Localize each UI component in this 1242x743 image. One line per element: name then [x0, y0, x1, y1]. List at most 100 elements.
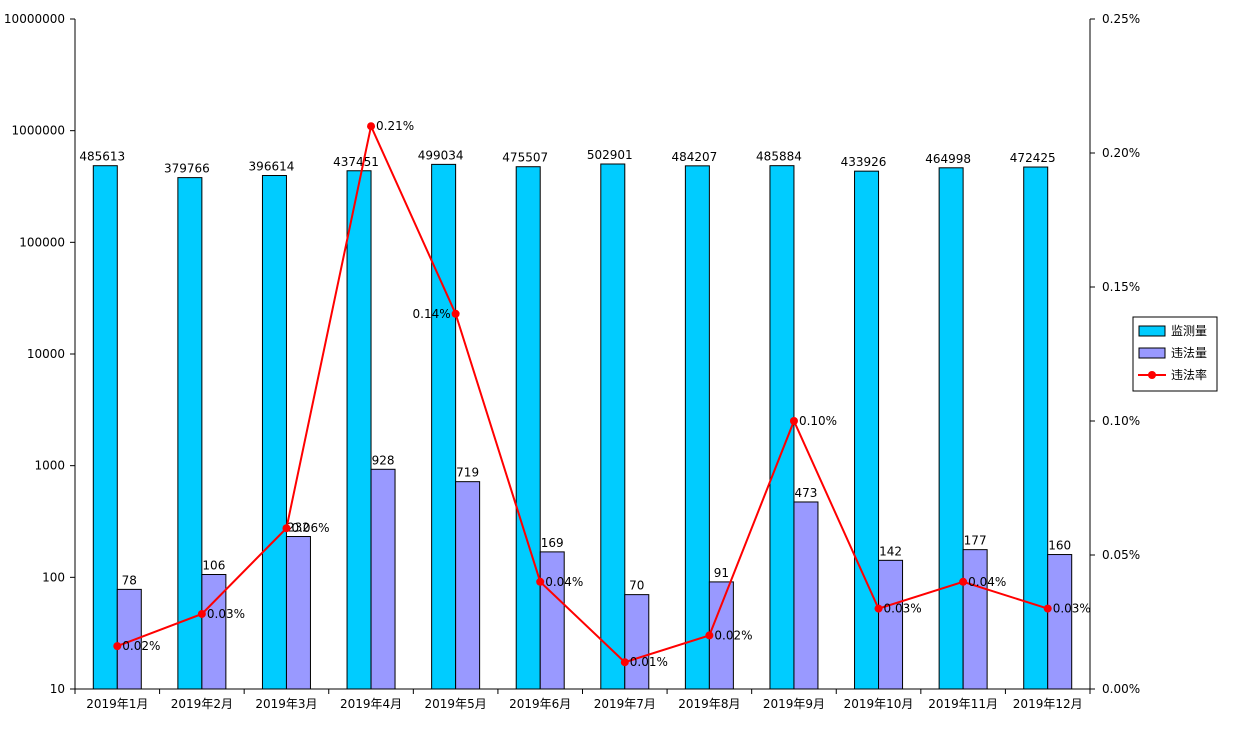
bar-violation: [962, 549, 988, 690]
bar-data-label: 396614: [249, 160, 295, 174]
right-tick-label: 0.10%: [1102, 414, 1140, 428]
bar-data-label: 169: [541, 536, 564, 550]
left-tick-label: 10000000: [4, 12, 65, 26]
bar-data-label: 464998: [925, 152, 971, 166]
bar-violation: [455, 481, 481, 690]
bar-data-label: 437451: [333, 155, 379, 169]
rate-point: [282, 524, 291, 533]
rate-data-label: 0.14%: [413, 307, 451, 321]
rate-data-label: 0.02%: [714, 628, 752, 642]
bar-data-label: 379766: [164, 162, 210, 176]
legend-swatch: [1138, 325, 1166, 337]
x-tick-label: 2019年6月: [509, 697, 571, 711]
bar-data-label: 928: [372, 453, 395, 467]
rate-point: [874, 604, 883, 613]
x-tick-label: 2019年2月: [171, 697, 233, 711]
bar-monitor: [1023, 166, 1049, 690]
rate-data-label: 0.03%: [884, 602, 922, 616]
bar-monitor: [769, 165, 795, 690]
left-tick-label: 1000000: [12, 124, 65, 138]
bar-violation: [624, 594, 650, 690]
bar-data-label: 502901: [587, 148, 633, 162]
rate-data-label: 0.06%: [291, 521, 329, 535]
bar-data-label: 485613: [79, 150, 125, 164]
left-tick-label: 100000: [19, 235, 65, 249]
bar-violation: [878, 559, 904, 690]
rate-data-label: 0.21%: [376, 119, 414, 133]
bar-monitor: [177, 177, 203, 690]
x-tick-label: 2019年1月: [86, 697, 148, 711]
rate-data-label: 0.01%: [630, 655, 668, 669]
bar-data-label: 433926: [841, 155, 887, 169]
bar-violation: [285, 536, 311, 690]
left-tick-label: 10: [50, 682, 65, 696]
bar-monitor: [684, 165, 710, 690]
bar-data-label: 499034: [418, 148, 464, 162]
rate-point: [1043, 604, 1052, 613]
rate-point: [113, 642, 122, 651]
bar-data-label: 484207: [671, 150, 717, 164]
bar-violation: [708, 581, 734, 690]
x-tick-label: 2019年4月: [340, 697, 402, 711]
bar-monitor: [854, 170, 880, 690]
rate-point: [536, 577, 545, 586]
rate-data-label: 0.10%: [799, 414, 837, 428]
right-tick-label: 0.15%: [1102, 280, 1140, 294]
bar-monitor: [938, 167, 964, 690]
right-tick-label: 0.25%: [1102, 12, 1140, 26]
rate-data-label: 0.03%: [1053, 602, 1091, 616]
rate-data-label: 0.03%: [207, 607, 245, 621]
bar-monitor: [515, 166, 541, 690]
bar-data-label: 719: [456, 466, 479, 480]
x-tick-label: 2019年12月: [1013, 697, 1083, 711]
x-tick-label: 2019年8月: [678, 697, 740, 711]
x-tick-label: 2019年11月: [928, 697, 998, 711]
bar-data-label: 106: [202, 559, 225, 573]
legend-marker: [1148, 371, 1156, 379]
bar-data-label: 472425: [1010, 151, 1056, 165]
legend-label: 监测量: [1171, 324, 1207, 338]
right-tick-label: 0.05%: [1102, 548, 1140, 562]
rate-data-label: 0.02%: [122, 639, 160, 653]
x-tick-label: 2019年5月: [425, 697, 487, 711]
x-tick-label: 2019年7月: [594, 697, 656, 711]
bar-monitor: [92, 165, 118, 690]
bar-data-label: 70: [629, 579, 644, 593]
bar-data-label: 485884: [756, 150, 802, 164]
rate-data-label: 0.04%: [968, 575, 1006, 589]
bar-data-label: 475507: [502, 151, 548, 165]
bar-data-label: 473: [795, 486, 818, 500]
x-tick-label: 2019年10月: [844, 697, 914, 711]
bar-monitor: [346, 170, 372, 690]
bar-violation: [201, 574, 227, 690]
legend-label: 违法率: [1171, 367, 1207, 382]
rate-line: [116, 122, 1049, 664]
bar-violation: [1047, 554, 1073, 690]
legend-swatch: [1138, 347, 1166, 359]
rate-point: [197, 609, 206, 618]
bar-violation: [539, 551, 565, 690]
bar-monitor: [600, 163, 626, 690]
left-tick-label: 100: [42, 570, 65, 584]
bar-data-label: 232: [287, 521, 310, 535]
right-tick-label: 0.20%: [1102, 146, 1140, 160]
rate-point: [705, 631, 714, 640]
bar-monitor: [431, 163, 457, 690]
legend-label: 违法量: [1171, 346, 1207, 360]
right-tick-label: 0.00%: [1102, 682, 1140, 696]
rate-data-label: 0.04%: [545, 575, 583, 589]
bar-data-label: 142: [879, 544, 902, 558]
bar-data-label: 160: [1048, 539, 1071, 553]
bar-violation: [370, 468, 396, 690]
x-tick-label: 2019年9月: [763, 697, 825, 711]
bar-violation: [793, 501, 819, 690]
bar-data-label: 91: [714, 566, 729, 580]
rate-point: [367, 122, 376, 131]
rate-point: [959, 577, 968, 586]
rate-point: [789, 417, 798, 425]
bar-monitor: [261, 175, 287, 690]
bar-data-label: 78: [122, 573, 137, 587]
left-tick-label: 10000: [27, 347, 65, 361]
x-tick-label: 2019年3月: [255, 697, 317, 711]
